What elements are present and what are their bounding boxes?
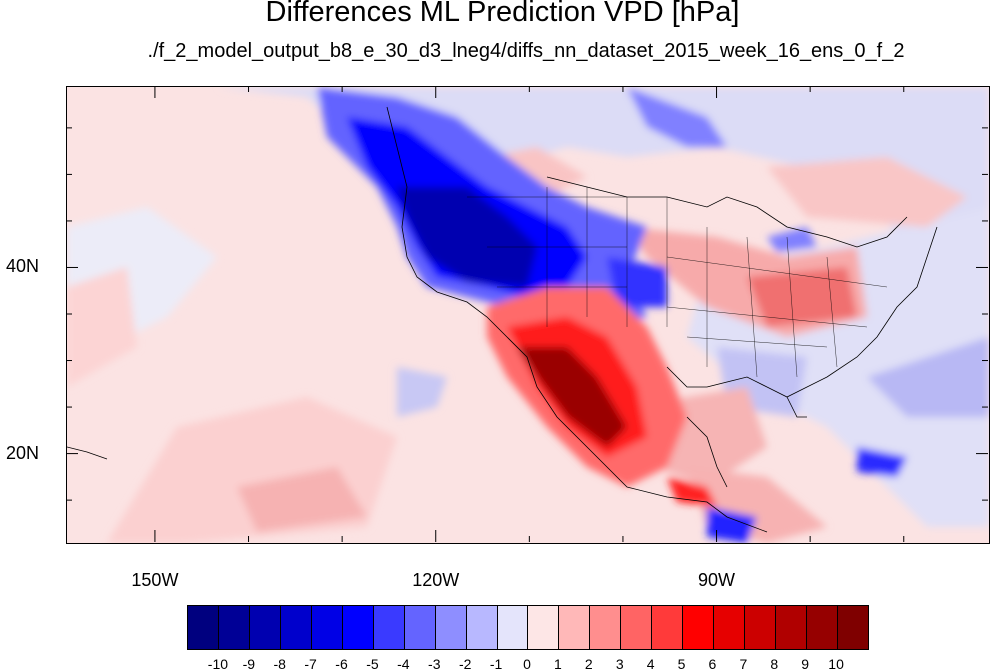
colorbar-level-label: -10	[207, 656, 229, 672]
colorbar-swatch	[714, 606, 746, 649]
colorbar-level-label: 3	[615, 656, 624, 672]
colorbar-level-label: -6	[335, 656, 348, 672]
colorbar-level-label: 5	[677, 656, 686, 672]
colorbar-swatch	[435, 606, 467, 649]
lat-tick-label: 40N	[6, 256, 40, 277]
colorbar-level-label: -5	[366, 656, 379, 672]
state-borders	[467, 187, 888, 378]
lon-tick-label: 90W	[698, 570, 736, 590]
colorbar	[187, 605, 869, 650]
colorbar-swatch	[497, 606, 529, 649]
colorbar-swatch	[838, 606, 868, 649]
colorbar-swatch	[559, 606, 591, 649]
map-plot-area	[66, 86, 990, 544]
colorbar-level-label: 7	[739, 656, 748, 672]
colorbar-level-label: -2	[458, 656, 472, 672]
lon-tick-label: 120W	[412, 570, 460, 590]
chart-subtitle: ./f_2_model_output_b8_e_30_d3_lneg4/diff…	[147, 40, 905, 62]
chart-title: Differences ML Prediction VPD [hPa]	[265, 0, 740, 28]
colorbar-level-label: 2	[584, 656, 593, 672]
colorbar-swatch	[683, 606, 715, 649]
colorbar-swatch	[745, 606, 777, 649]
colorbar-swatch	[404, 606, 436, 649]
colorbar-level-label: -7	[304, 656, 317, 672]
colorbar-level-label: -8	[273, 656, 286, 672]
lat-tick-label: 20N	[6, 442, 40, 463]
colorbar-swatch	[311, 606, 343, 649]
colorbar-swatch	[776, 606, 808, 649]
colorbar-level-label: 0	[523, 656, 531, 672]
coastlines	[67, 106, 938, 533]
colorbar-level-label: -1	[489, 656, 503, 672]
colorbar-swatch	[373, 606, 405, 649]
field-blobs	[67, 87, 989, 543]
colorbar-level-label: 9	[801, 656, 810, 672]
colorbar-level-label: 8	[770, 656, 779, 672]
colorbar-swatch	[249, 606, 281, 649]
colorbar-swatch	[280, 606, 312, 649]
colorbar-level-label: 1	[554, 656, 562, 672]
colorbar-swatch	[528, 606, 560, 649]
colorbar-swatch	[590, 606, 622, 649]
colorbar-swatch	[652, 606, 684, 649]
colorbar-level-label: -9	[242, 656, 256, 672]
colorbar-swatch	[188, 606, 219, 649]
colorbar-level-label: -4	[397, 656, 410, 672]
colorbar-level-label: 6	[708, 656, 717, 672]
colorbar-swatch	[807, 606, 839, 649]
vpd-difference-field	[67, 87, 989, 543]
colorbar-swatch	[466, 606, 498, 649]
lon-tick-label: 150W	[131, 570, 179, 590]
colorbar-swatch	[621, 606, 653, 649]
colorbar-level-label: -3	[428, 656, 441, 672]
colorbar-level-label: 10	[828, 656, 844, 672]
colorbar-swatch	[218, 606, 250, 649]
colorbar-swatch	[342, 606, 374, 649]
colorbar-level-label: 4	[646, 656, 655, 672]
